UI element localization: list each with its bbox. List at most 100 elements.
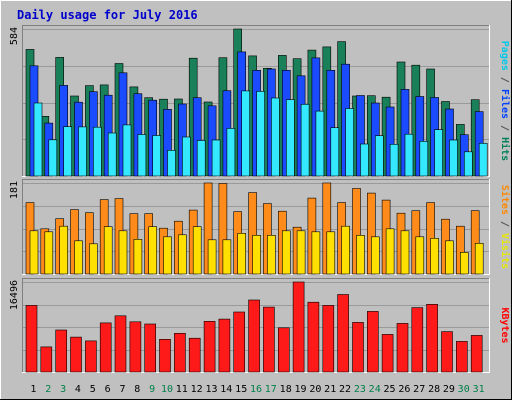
bar-pages-day-17: [271, 97, 280, 177]
tick-label-day-18: 18: [280, 384, 292, 395]
bar-kbytes-day-13: [203, 320, 216, 373]
series-pages: [33, 90, 488, 177]
bar-pages-day-15: [241, 90, 250, 177]
legend-entry: Sites: [499, 185, 511, 215]
bar-pages-day-25: [389, 144, 399, 177]
tick-label-day-10: 10: [161, 384, 173, 395]
tick-label-day-27: 27: [413, 384, 425, 395]
tick-label-day-19: 19: [294, 384, 306, 395]
tick-label-day-5: 5: [90, 384, 96, 395]
bar-pages-day-10: [167, 150, 176, 177]
panel-middle: 181 Sites / Visits: [9, 179, 511, 275]
legend-entry: Pages: [499, 41, 510, 71]
bar-kbytes-day-10: [159, 338, 171, 373]
bar-sites-day-30: [459, 252, 469, 275]
bar-sites-day-18: [281, 230, 291, 275]
bar-kbytes-day-22: [337, 294, 349, 373]
bar-sites-day-13: [207, 239, 217, 275]
legend-entry: /: [499, 119, 510, 137]
tick-label-day-31: 31: [473, 384, 485, 395]
bar-pages-day-26: [404, 133, 414, 177]
chart-title: Daily usage for July 2016: [17, 8, 198, 22]
bar-sites-day-11: [178, 234, 187, 275]
tick-label-day-22: 22: [339, 384, 351, 395]
bar-pages-day-14: [226, 128, 236, 177]
legend-top: Pages / Files / Hits: [499, 41, 511, 161]
bar-sites-day-31: [474, 243, 484, 275]
bar-pages-day-23: [360, 143, 369, 177]
bar-kbytes-day-14: [218, 318, 231, 373]
tick-label-day-3: 3: [60, 384, 66, 395]
bar-kbytes-day-7: [114, 315, 127, 373]
bar-kbytes-day-25: [381, 334, 394, 373]
bar-sites-day-23: [356, 235, 365, 275]
x-axis-labels: 1 2 3 4 5 6 7 8 9 10 11 12 13 14 15 16 17 18 19 20 21 22 23 24 2…: [30, 384, 484, 395]
bar-sites-day-29: [445, 240, 454, 275]
tick-label-day-12: 12: [191, 384, 203, 395]
legend-entry: /: [499, 215, 510, 233]
bar-kbytes-day-4: [70, 336, 82, 373]
bar-kbytes-day-6: [99, 322, 112, 373]
axis-max-label: 181: [9, 181, 20, 199]
bar-kbytes-day-11: [174, 332, 186, 373]
bar-kbytes-day-19: [292, 281, 305, 373]
bar-sites-day-7: [118, 230, 128, 275]
bar-pages-day-27: [419, 141, 429, 177]
tick-label-day-8: 8: [134, 384, 140, 395]
tick-label-day-1: 1: [30, 384, 36, 395]
bar-sites-day-19: [296, 230, 306, 275]
tick-label-day-9: 9: [149, 384, 155, 395]
tick-label-day-15: 15: [235, 384, 247, 395]
bar-pages-day-8: [137, 134, 147, 177]
tick-label-day-6: 6: [105, 384, 111, 395]
legend-bottom: KBytes: [499, 307, 510, 343]
bar-kbytes-day-1: [25, 305, 38, 373]
bar-kbytes-day-27: [411, 307, 424, 373]
bar-pages-day-24: [374, 135, 384, 177]
bar-sites-day-14: [222, 239, 232, 275]
bar-kbytes-day-24: [366, 311, 379, 373]
bar-pages-day-22: [345, 108, 354, 177]
bar-sites-day-1: [29, 230, 39, 275]
bar-kbytes-day-23: [352, 322, 364, 373]
bar-sites-day-16: [252, 235, 261, 275]
legend-entry: Visits: [499, 233, 511, 269]
tick-label-day-11: 11: [176, 384, 188, 395]
legend-entry: Files: [499, 89, 511, 119]
bar-sites-day-24: [370, 236, 380, 275]
bar-pages-day-11: [182, 136, 191, 177]
tick-label-day-30: 30: [458, 384, 470, 395]
bar-sites-day-20: [311, 231, 321, 275]
bar-pages-day-7: [122, 124, 132, 177]
bar-pages-day-12: [196, 140, 206, 177]
bar-kbytes-day-17: [263, 306, 275, 373]
bar-sites-day-2: [44, 231, 54, 275]
tick-label-day-16: 16: [250, 384, 262, 395]
bar-pages-day-20: [315, 110, 325, 177]
bar-kbytes-day-9: [144, 323, 156, 373]
tick-label-day-2: 2: [45, 384, 51, 395]
bar-sites-day-17: [267, 235, 276, 275]
tick-label-day-29: 29: [443, 384, 455, 395]
bar-sites-day-12: [192, 226, 202, 275]
tick-label-day-7: 7: [119, 384, 125, 395]
bar-pages-day-4: [78, 126, 87, 177]
tick-label-day-14: 14: [220, 384, 232, 395]
bar-kbytes-day-31: [470, 335, 483, 373]
bar-sites-day-4: [74, 240, 83, 275]
tick-label-day-25: 25: [383, 384, 395, 395]
panel-top: 584 Pages / Files / Hits: [9, 25, 511, 177]
legend-entry: Hits: [499, 137, 511, 161]
panel-bottom: 16496 KBytes: [9, 278, 510, 373]
bar-sites-day-27: [415, 236, 425, 275]
bar-pages-day-9: [152, 135, 161, 177]
legend-entry: KBytes: [499, 307, 510, 343]
bar-pages-day-31: [478, 143, 488, 177]
bar-pages-day-18: [285, 99, 295, 177]
series-sites: [29, 225, 484, 275]
tick-label-day-26: 26: [398, 384, 410, 395]
axis-max-label: 584: [9, 27, 20, 45]
bar-pages-day-6: [107, 132, 117, 177]
bar-sites-day-28: [430, 238, 439, 275]
tick-label-day-17: 17: [265, 384, 277, 395]
